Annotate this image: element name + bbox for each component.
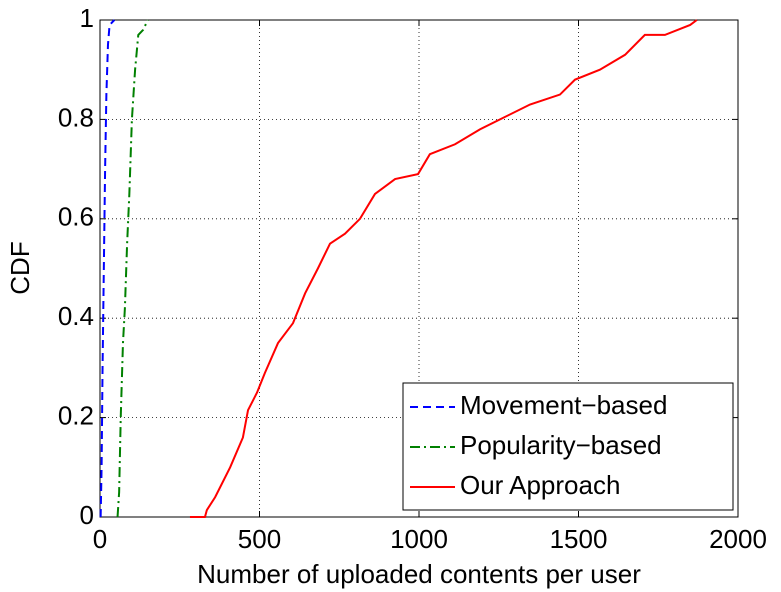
legend-label: Popularity−based — [460, 430, 662, 460]
x-tick-label: 1000 — [390, 524, 448, 554]
y-axis-label: CDF — [5, 241, 35, 294]
series-line — [116, 19, 149, 518]
x-tick-label: 2000 — [709, 524, 767, 554]
legend-label: Movement−based — [460, 390, 667, 420]
legend-label: Our Approach — [460, 470, 620, 500]
y-tick-label: 0.6 — [58, 202, 94, 232]
x-tick-label: 500 — [238, 524, 281, 554]
y-tick-label: 0 — [80, 500, 94, 530]
legend-box — [402, 382, 734, 511]
plot-frame — [99, 19, 739, 518]
series-line — [189, 19, 698, 518]
x-tick-label: 0 — [93, 524, 107, 554]
series-line — [99, 19, 116, 518]
x-axis-label: Number of uploaded contents per user — [197, 559, 641, 589]
y-tick-label: 0.2 — [58, 400, 94, 430]
y-tick-label: 0.4 — [58, 301, 94, 331]
y-tick-label: 0.8 — [58, 102, 94, 132]
x-tick-label: 1500 — [550, 524, 608, 554]
y-tick-label: 1 — [80, 3, 94, 33]
